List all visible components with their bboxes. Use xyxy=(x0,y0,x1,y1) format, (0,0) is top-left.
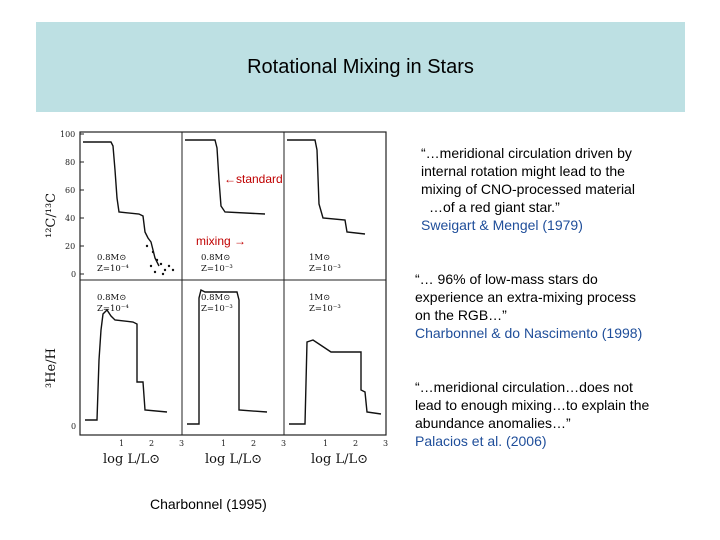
curve-top-2 xyxy=(185,139,266,215)
y-tick-label: 60 xyxy=(65,186,75,195)
x-tick-label: 1 xyxy=(323,439,328,448)
x-tick-label: 1 xyxy=(119,439,124,448)
x-tick-label: 2 xyxy=(251,439,256,448)
quote-line: “…meridional circulation driven by xyxy=(421,145,632,161)
quote-line: experience an extra-mixing process xyxy=(415,289,636,305)
y-tick-label: 20 xyxy=(65,242,75,251)
quote-line: “… 96% of low-mass stars do xyxy=(415,271,598,287)
y-tick-label: 100 xyxy=(60,130,75,139)
panel-mass-label: 1M⊙ xyxy=(309,253,330,263)
x-tick-label: 3 xyxy=(383,439,388,448)
panel-mass-label: 0.8M⊙ xyxy=(97,253,126,263)
panel-z-label: Z=10⁻⁴ xyxy=(97,304,129,314)
quote-citation: Charbonnel & do Nascimento (1998) xyxy=(415,325,643,341)
x-axis: 1 2 3 1 2 3 1 2 3 log L/L⊙ log L/L⊙ log … xyxy=(103,439,388,467)
curve-top-1 xyxy=(83,141,160,267)
y-axis-label-bottom: ³He/H xyxy=(44,348,59,388)
quote-line: lead to enough mixing…to explain the xyxy=(415,397,650,413)
x-tick-label: 2 xyxy=(353,439,358,448)
curve-bottom-1 xyxy=(85,308,168,421)
panel-z-label: Z=10⁻³ xyxy=(309,264,341,274)
panel-mass-label: 0.8M⊙ xyxy=(201,253,230,263)
curve-bottom-3 xyxy=(289,339,382,425)
quote-line: on the RGB…” xyxy=(415,307,507,323)
curve-bottom-2 xyxy=(187,288,268,425)
x-tick-label: 1 xyxy=(221,439,226,448)
slide-title: Rotational Mixing in Stars xyxy=(247,56,474,78)
y-tick-label: 80 xyxy=(65,158,75,167)
y-tick-label: 0 xyxy=(71,270,76,279)
x-axis-label: log L/L⊙ xyxy=(205,452,262,467)
quote-line: mixing of CNO-processed material xyxy=(421,181,635,197)
quote-palacios: “…meridional circulation…does not lead t… xyxy=(415,378,695,450)
y-tick-label: 40 xyxy=(65,214,75,223)
panel-z-label: Z=10⁻³ xyxy=(309,304,341,314)
x-tick-label: 3 xyxy=(179,439,184,448)
figure-svg: 100 80 60 40 20 0 0 ¹²C/¹³C ³He/H 1 2 3 … xyxy=(44,130,388,467)
quote-line: “…meridional circulation…does not xyxy=(415,379,633,395)
panel-z-label: Z=10⁻³ xyxy=(201,264,233,274)
observed-points xyxy=(145,244,175,276)
x-tick-label: 3 xyxy=(281,439,286,448)
quote-line: internal rotation might lead to the xyxy=(421,163,625,179)
quote-line: …of a red giant star.” xyxy=(429,199,560,215)
quote-citation: Palacios et al. (2006) xyxy=(415,433,547,449)
y-axis-top: 100 80 60 40 20 0 xyxy=(60,130,84,279)
figure-frame xyxy=(79,131,387,436)
panel-labels: 0.8M⊙ Z=10⁻⁴ 0.8M⊙ Z=10⁻³ 1M⊙ Z=10⁻³ 0.8… xyxy=(97,253,341,314)
quote-line: abundance anomalies…” xyxy=(415,415,571,431)
y-tick-label: 0 xyxy=(71,422,76,431)
figure-credit: Charbonnel (1995) xyxy=(150,496,267,512)
x-axis-label: log L/L⊙ xyxy=(103,452,160,467)
panel-mass-label: 1M⊙ xyxy=(309,293,330,303)
panel-z-label: Z=10⁻³ xyxy=(201,304,233,314)
panel-z-label: Z=10⁻⁴ xyxy=(97,264,129,274)
title-band: Rotational Mixing in Stars xyxy=(36,22,685,112)
panel-mass-label: 0.8M⊙ xyxy=(97,293,126,303)
curve-top-3 xyxy=(287,139,366,235)
annotation-standard: ←standard xyxy=(224,172,283,186)
quote-sweigart: “…meridional circulation driven by inter… xyxy=(421,144,691,234)
annotation-mixing: mixing → xyxy=(196,234,247,248)
abundance-figure: 100 80 60 40 20 0 0 ¹²C/¹³C ³He/H 1 2 3 … xyxy=(35,120,395,470)
quote-charbonnel-nascimento: “… 96% of low-mass stars do experience a… xyxy=(415,270,695,342)
x-axis-label: log L/L⊙ xyxy=(311,452,368,467)
quote-citation: Sweigart & Mengel (1979) xyxy=(421,217,583,233)
y-axis-label-top: ¹²C/¹³C xyxy=(44,193,59,238)
x-tick-label: 2 xyxy=(149,439,154,448)
panel-mass-label: 0.8M⊙ xyxy=(201,293,230,303)
